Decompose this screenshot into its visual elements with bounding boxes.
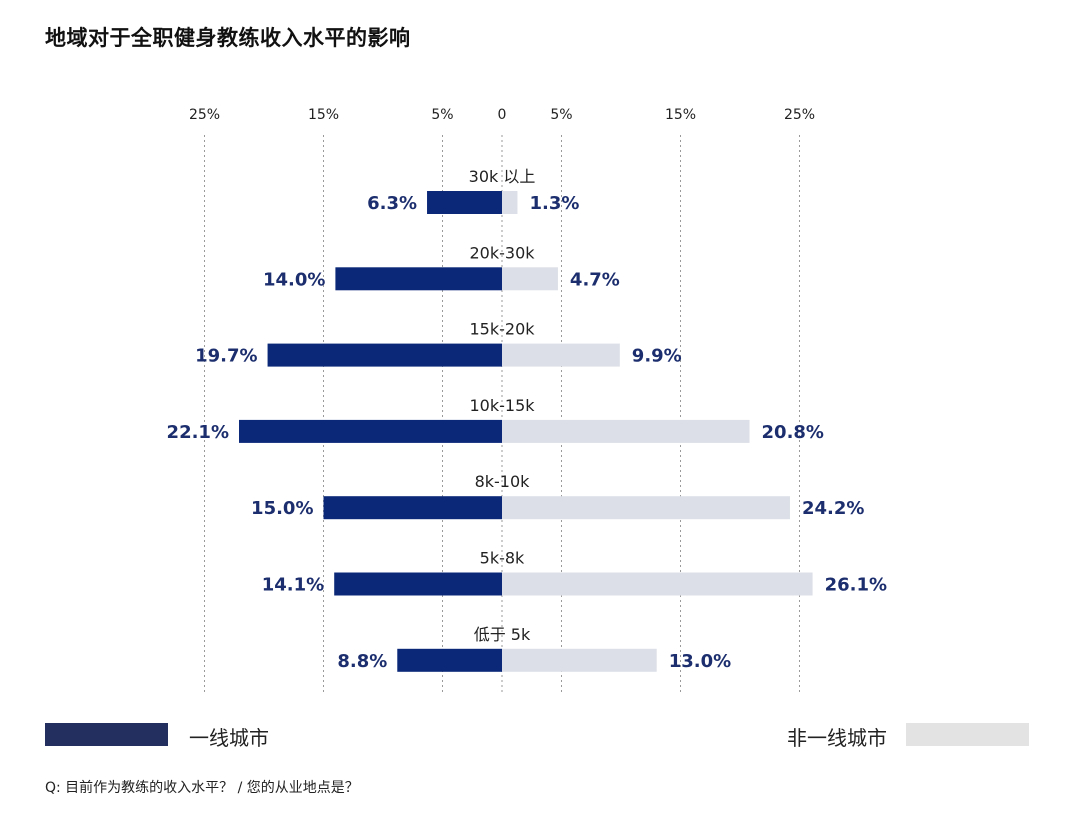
data-label-tier1: 14.1% [262, 575, 324, 596]
bar-non-tier1 [502, 419, 750, 443]
bar-tier1 [335, 267, 502, 291]
bar-non-tier1 [502, 496, 790, 520]
legend-swatch-tier1 [45, 723, 168, 746]
data-label-non-tier1: 1.3% [529, 193, 579, 214]
category-label: 5k-8k [480, 549, 525, 568]
axis-tick-label: 5% [550, 107, 572, 123]
bar-tier1 [427, 191, 502, 214]
axis-tick-label: 25% [189, 107, 220, 123]
axis-tick-label: 5% [431, 107, 453, 123]
data-label-tier1: 14.0% [263, 269, 325, 290]
data-label-tier1: 6.3% [367, 193, 417, 214]
data-label-tier1: 15.0% [251, 498, 313, 519]
bar-tier1 [267, 343, 502, 367]
legend-label-tier1: 一线城市 [189, 726, 269, 750]
data-label-tier1: 8.8% [337, 651, 387, 672]
footnote: Q: 目前作为教练的收入水平？ / 您的从业地点是？ [45, 780, 359, 796]
legend-label-non-tier1: 非一线城市 [787, 726, 887, 750]
bar-tier1 [397, 648, 502, 672]
data-label-non-tier1: 26.1% [825, 575, 887, 596]
data-label-tier1: 19.7% [195, 346, 257, 367]
axis-tick-label: 15% [665, 107, 696, 123]
legend-swatch-non-tier1 [906, 723, 1029, 746]
category-label: 30k 以上 [469, 167, 536, 186]
bar-non-tier1 [502, 572, 813, 596]
data-label-tier1: 22.1% [167, 422, 229, 443]
bar-non-tier1 [502, 648, 657, 672]
data-label-non-tier1: 9.9% [632, 346, 682, 367]
category-label: 20k-30k [469, 243, 535, 262]
category-label: 8k-10k [475, 472, 531, 491]
bar-tier1 [334, 572, 502, 596]
bar-non-tier1 [502, 191, 518, 214]
data-label-non-tier1: 20.8% [762, 422, 824, 443]
axis-tick-label: 0 [498, 107, 507, 123]
category-label: 10k-15k [469, 396, 535, 415]
bar-tier1 [239, 419, 502, 443]
chart-title: 地域对于全职健身教练收入水平的影响 [45, 26, 411, 50]
category-label: 低于 5k [474, 625, 531, 644]
data-label-non-tier1: 24.2% [802, 498, 864, 519]
bar-non-tier1 [502, 343, 620, 367]
bar-tier1 [323, 496, 502, 520]
data-label-non-tier1: 4.7% [570, 269, 620, 290]
axis-tick-label: 15% [308, 107, 339, 123]
category-label: 15k-20k [469, 320, 535, 339]
axis-tick-label: 25% [784, 107, 815, 123]
data-label-non-tier1: 13.0% [669, 651, 731, 672]
bar-non-tier1 [502, 267, 558, 291]
